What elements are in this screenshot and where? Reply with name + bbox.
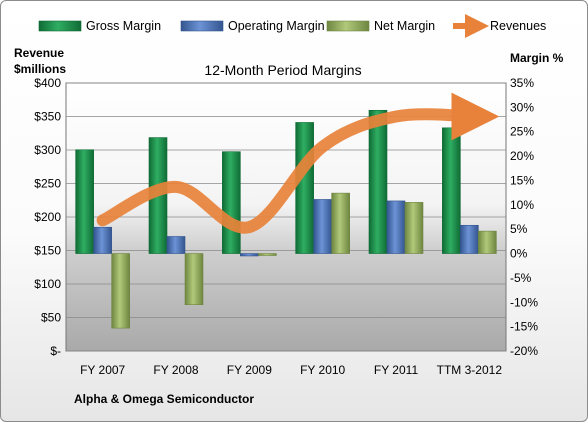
bar-gross-margin: [442, 127, 461, 254]
revenue-line: [96, 92, 500, 234]
category-label: FY 2007: [80, 363, 125, 377]
right-tick-label: 15%: [510, 173, 534, 187]
bar-gross-margin: [222, 151, 241, 254]
legend-swatch-net-margin: [326, 20, 370, 32]
bar-net-margin: [478, 230, 497, 254]
left-axis-ticks: $- $50 $100 $150 $200 $250 $300 $350 $400: [34, 76, 61, 358]
right-tick-label: -5%: [510, 271, 532, 285]
legend-swatch-gross-margin: [38, 20, 82, 32]
bar-net-margin: [258, 253, 277, 256]
bar-gross-margin: [75, 149, 94, 254]
bar-operating-margin: [93, 226, 112, 254]
left-tick-label: $50: [41, 311, 61, 325]
legend: Gross Margin Operating Margin Net Margin…: [38, 14, 546, 38]
left-tick-label: $200: [34, 210, 61, 224]
revenue-line-group: [96, 92, 500, 234]
right-tick-label: 10%: [510, 198, 534, 212]
category-labels: FY 2007 FY 2008 FY 2009 FY 2010 FY 2011 TTM 3…: [80, 363, 502, 377]
legend-label-operating-margin: Operating Margin: [228, 19, 325, 33]
company-footer: Alpha & Omega Semiconductor: [74, 392, 254, 406]
left-axis-title-line1: Revenue: [14, 46, 64, 60]
category-label: FY 2008: [153, 363, 198, 377]
bar-net-margin: [184, 253, 204, 306]
bar-operating-margin: [386, 200, 406, 254]
chart-title: 12-Month Period Margins: [204, 62, 361, 78]
right-axis-title: Margin %: [510, 51, 564, 65]
right-tick-label: 30%: [510, 100, 534, 114]
bar-net-margin: [331, 192, 350, 254]
bars-group: [75, 109, 497, 329]
bar-gross-margin: [368, 109, 388, 254]
legend-label-revenues: Revenues: [490, 19, 546, 33]
bar-operating-margin: [460, 224, 479, 254]
right-tick-label: 5%: [510, 222, 528, 236]
left-tick-label: $-: [50, 344, 61, 358]
left-tick-label: $350: [34, 110, 61, 124]
right-axis-ticks: -20% -15% -10% -5% 0% 5% 10% 15% 20% 25% 30% 35%: [510, 76, 538, 358]
right-tick-label: 35%: [510, 76, 534, 90]
right-tick-label: 25%: [510, 125, 534, 139]
legend-swatch-operating-margin: [180, 20, 224, 32]
right-tick-label: 20%: [510, 149, 534, 163]
right-tick-label: -10%: [510, 295, 538, 309]
left-axis-title-line2: $millions: [14, 62, 66, 76]
left-tick-label: $100: [34, 277, 61, 291]
category-label: FY 2009: [227, 363, 272, 377]
legend-label-net-margin: Net Margin: [374, 19, 435, 33]
category-label: FY 2011: [374, 363, 419, 377]
bar-gross-margin: [295, 122, 314, 254]
left-tick-label: $300: [34, 143, 61, 157]
legend-label-gross-margin: Gross Margin: [86, 19, 161, 33]
right-tick-label: -20%: [510, 344, 538, 358]
left-tick-label: $250: [34, 177, 61, 191]
bar-operating-margin: [313, 199, 332, 254]
category-label: FY 2010: [300, 363, 345, 377]
bar-operating-margin: [166, 236, 186, 254]
right-tick-label: -15%: [510, 320, 538, 334]
bar-net-margin: [111, 253, 130, 329]
bar-operating-margin: [240, 253, 259, 257]
bar-net-margin: [404, 202, 424, 254]
left-tick-label: $150: [34, 244, 61, 258]
category-label: TTM 3-2012: [437, 363, 503, 377]
left-tick-label: $400: [34, 76, 61, 90]
right-tick-label: 0%: [510, 247, 528, 261]
